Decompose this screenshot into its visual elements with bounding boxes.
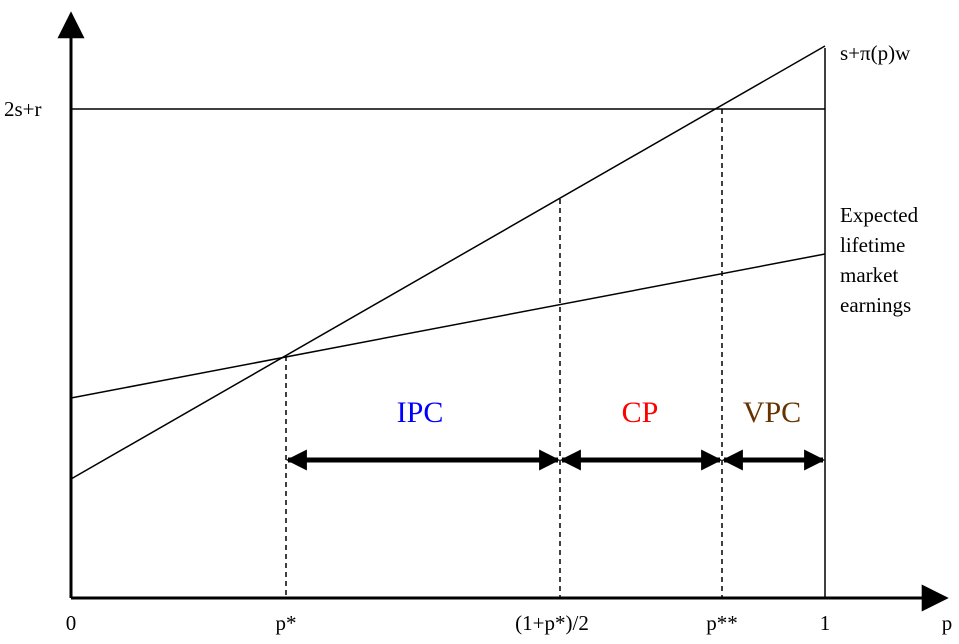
lower-line: [70, 253, 826, 399]
lower-line-label-1: Expected: [840, 203, 919, 227]
region-label-ipc: IPC: [397, 396, 444, 429]
region-label-vpc: VPC: [743, 396, 801, 429]
tick-label-p-star: p*: [276, 611, 297, 635]
upper-line-label: s+π(p)w: [840, 41, 911, 65]
y-level-label: 2s+r: [4, 97, 42, 121]
lower-line-label-2: lifetime: [840, 233, 905, 257]
lower-line-label-3: market: [840, 263, 898, 287]
axis-label-p: p: [942, 611, 953, 635]
region-label-cp: CP: [622, 396, 659, 429]
tick-label-p-double-star: p**: [706, 611, 738, 635]
upper-line: [70, 45, 826, 480]
tick-label-zero: 0: [66, 611, 77, 635]
tick-label-one: 1: [820, 611, 831, 635]
tick-label-midpoint: (1+p*)/2: [515, 611, 589, 635]
lower-line-label-4: earnings: [840, 293, 911, 317]
